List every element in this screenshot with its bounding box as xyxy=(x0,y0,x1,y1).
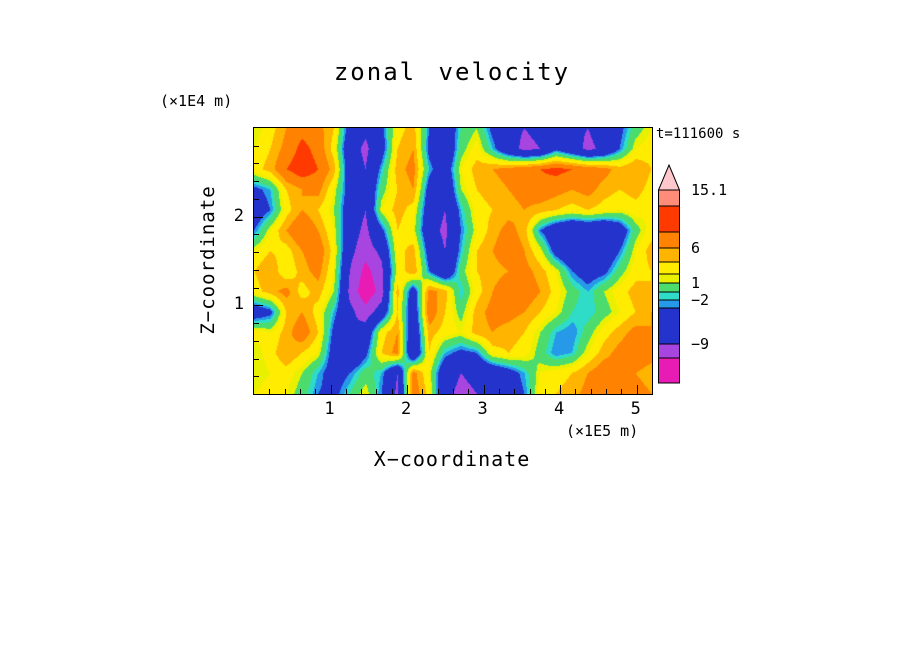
z-minor-tick xyxy=(254,287,259,289)
colorbar-segment xyxy=(658,291,680,301)
x-minor-tick xyxy=(575,389,577,394)
x-minor-tick xyxy=(544,389,546,394)
x-tick-labels: 1 2 3 4 5 xyxy=(253,399,651,419)
z-minor-tick xyxy=(254,163,259,165)
z-minor-tick xyxy=(254,358,259,360)
z-minor-tick xyxy=(254,252,259,254)
x-minor-tick xyxy=(621,389,623,394)
x-major-tick xyxy=(483,385,485,394)
colorbar-arrow-icon xyxy=(657,163,681,191)
x-axis-label: X−coordinate xyxy=(373,447,531,471)
x-minor-tick xyxy=(284,389,286,394)
colorbar-segment xyxy=(658,307,680,345)
z-major-tick xyxy=(254,216,263,218)
colorbar: 15.1 6 1 −2 −9 xyxy=(657,163,753,389)
colorbar-segment xyxy=(658,189,680,207)
z-minor-tick xyxy=(254,269,259,271)
colorbar-label: −9 xyxy=(691,335,709,353)
x-minor-tick xyxy=(498,389,500,394)
z-axis-label: Z−coordinate xyxy=(197,185,219,335)
x-major-tick xyxy=(407,385,409,394)
colorbar-segment xyxy=(658,261,680,275)
x-minor-tick xyxy=(606,389,608,394)
colorbar-label: 15.1 xyxy=(691,181,727,199)
x-major-tick xyxy=(560,385,562,394)
x-minor-tick xyxy=(514,389,516,394)
timestamp-label: t=111600 s xyxy=(656,126,741,142)
x-minor-tick xyxy=(376,389,378,394)
x-tick-label: 3 xyxy=(477,399,488,419)
z-minor-tick xyxy=(254,323,259,325)
x-axis-units: (×1E5 m) xyxy=(566,422,639,440)
colorbar-segment xyxy=(658,343,680,359)
colorbar-segment xyxy=(658,357,680,384)
plot-area xyxy=(253,127,653,395)
z-tick-label: 1 xyxy=(233,294,244,315)
x-tick-label: 1 xyxy=(324,399,335,419)
z-axis-units: (×1E4 m) xyxy=(160,92,233,110)
x-minor-tick xyxy=(529,389,531,394)
x-minor-tick xyxy=(299,389,301,394)
colorbar-segment xyxy=(658,231,680,249)
x-tick-label: 4 xyxy=(554,399,565,419)
x-minor-tick xyxy=(422,389,424,394)
colorbar-segment xyxy=(658,247,680,263)
x-major-tick xyxy=(636,385,638,394)
plot-title: zonal velocity xyxy=(333,58,571,86)
z-minor-tick xyxy=(254,376,259,378)
x-minor-tick xyxy=(269,389,271,394)
colorbar-label: −2 xyxy=(691,291,709,309)
x-major-tick xyxy=(330,385,332,394)
contour-field-canvas xyxy=(254,128,652,394)
z-minor-tick xyxy=(254,198,259,200)
colorbar-label: 1 xyxy=(691,274,700,292)
x-minor-tick xyxy=(590,389,592,394)
colorbar-segment xyxy=(658,205,680,233)
x-minor-tick xyxy=(315,389,317,394)
z-tick-label: 2 xyxy=(233,205,244,226)
colorbar-label: 6 xyxy=(691,239,700,257)
x-minor-tick xyxy=(453,389,454,394)
z-minor-tick xyxy=(254,145,259,147)
z-minor-tick xyxy=(254,181,259,183)
z-major-tick xyxy=(254,305,263,307)
x-minor-tick xyxy=(468,389,470,394)
colorbar-segment xyxy=(658,273,680,284)
z-minor-tick xyxy=(254,340,259,342)
x-tick-label: 5 xyxy=(630,399,641,419)
x-minor-tick xyxy=(361,389,363,394)
z-minor-tick xyxy=(254,234,259,236)
colorbar-segment xyxy=(658,282,680,293)
colorbar-segment xyxy=(658,299,680,309)
x-minor-tick xyxy=(437,389,439,394)
x-minor-tick xyxy=(391,389,393,394)
x-tick-label: 2 xyxy=(400,399,412,419)
x-minor-tick xyxy=(345,389,347,394)
